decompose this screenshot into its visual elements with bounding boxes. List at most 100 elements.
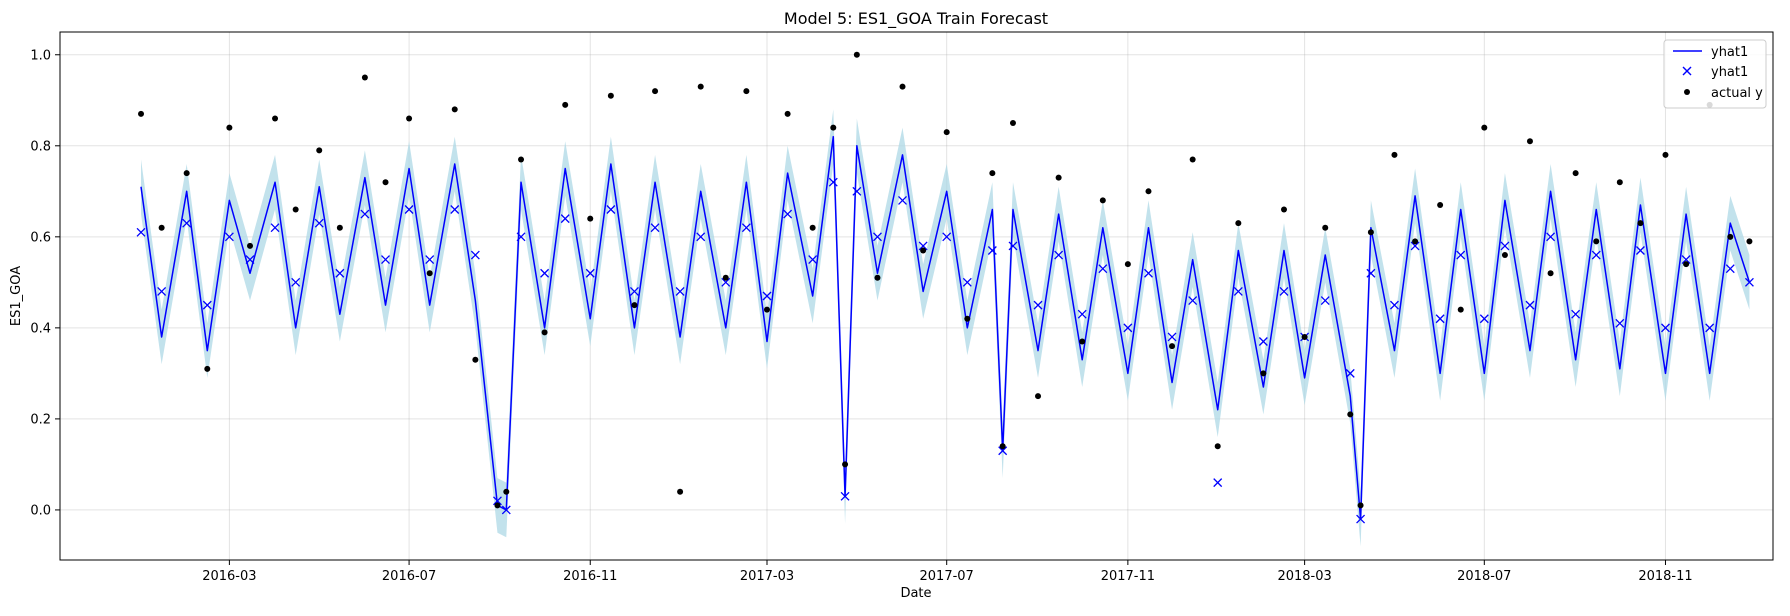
cross-stroke — [381, 255, 390, 265]
actual-point — [1124, 261, 1131, 268]
legend-label-yhat1-cross: yhat1 — [1711, 65, 1748, 80]
cross-stroke — [629, 286, 639, 296]
cross-stroke — [1033, 300, 1043, 310]
cross-stroke — [501, 505, 511, 515]
cross-stroke — [650, 223, 660, 233]
forecast-point — [675, 286, 685, 296]
legend-dot-swatch — [1684, 89, 1690, 95]
cross-stroke — [762, 291, 772, 301]
x-tick-label: 2017-03 — [740, 569, 794, 584]
y-tick-label: 0.2 — [30, 412, 51, 427]
forecast-point — [828, 177, 838, 187]
actual-point — [1547, 270, 1554, 277]
actual-point — [1391, 151, 1398, 158]
cross-stroke — [224, 232, 234, 242]
forecast-point — [1705, 323, 1715, 333]
actual-point — [1189, 156, 1196, 163]
cross-stroke — [1500, 241, 1510, 251]
legend-label-actual-y: actual y — [1711, 86, 1763, 101]
actual-point — [1347, 411, 1354, 418]
cross-stroke — [998, 446, 1008, 456]
forecast-point — [1456, 250, 1466, 260]
cross-stroke — [1123, 323, 1133, 333]
cross-stroke — [1213, 478, 1223, 488]
cross-stroke — [1546, 232, 1556, 242]
forecast-point — [1320, 296, 1330, 306]
actual-point — [1572, 170, 1579, 177]
actual-point — [406, 115, 413, 122]
forecast-point — [1479, 314, 1489, 324]
actual-point — [494, 502, 501, 509]
cross-stroke — [1320, 296, 1330, 306]
actual-point — [292, 206, 299, 213]
forecast-point — [1213, 478, 1223, 488]
actual-point — [1746, 238, 1753, 245]
forecast-point — [1615, 318, 1625, 328]
forecast-point — [585, 268, 595, 278]
actual-point — [722, 274, 729, 281]
cross-stroke — [1681, 255, 1691, 265]
legend-label-yhat1-line: yhat1 — [1711, 45, 1748, 60]
forecast-point — [898, 195, 907, 205]
actual-point — [1481, 124, 1488, 131]
forecast-point — [696, 232, 706, 242]
cross-stroke — [1008, 241, 1018, 251]
actual-point — [1727, 233, 1734, 240]
actual-point — [784, 110, 791, 117]
actual-point — [1145, 188, 1152, 195]
forecast-point — [1546, 232, 1556, 242]
forecast-point — [918, 241, 928, 251]
cross-stroke — [1615, 318, 1625, 328]
cross-stroke — [1356, 514, 1366, 524]
actual-point — [587, 215, 594, 222]
forecast-point — [721, 277, 731, 287]
cross-stroke — [1725, 264, 1735, 274]
forecast-point — [741, 223, 751, 233]
cross-stroke — [1077, 309, 1087, 319]
cross-stroke — [852, 186, 862, 196]
forecast-line-layer — [140, 135, 1751, 520]
cross-stroke — [1435, 314, 1445, 324]
actual-point — [336, 224, 343, 231]
actual-point — [631, 302, 638, 309]
cross-stroke — [585, 268, 595, 278]
x-tick-label: 2018-07 — [1457, 569, 1511, 584]
forecast-point — [840, 491, 850, 501]
cross-stroke — [291, 277, 301, 287]
x-tick-label: 2018-11 — [1638, 569, 1692, 584]
cross-stroke — [741, 223, 751, 233]
cross-stroke — [1366, 268, 1376, 278]
actual-point — [361, 74, 368, 81]
legend: yhat1 yhat1 actual y — [1663, 39, 1767, 109]
forecast-point — [998, 446, 1008, 456]
forecast-point — [1144, 268, 1153, 278]
actual-point — [1009, 120, 1016, 127]
cross-stroke — [1167, 332, 1177, 342]
actual-point — [763, 306, 770, 313]
cross-stroke — [314, 218, 324, 228]
actual-point — [138, 110, 145, 117]
actual-point — [1079, 338, 1086, 345]
cross-stroke — [840, 491, 850, 501]
forecast-point — [360, 209, 370, 219]
forecast-point — [1410, 241, 1420, 251]
plot-background — [60, 32, 1773, 560]
cross-stroke — [942, 232, 952, 242]
legend-cross-swatch — [1682, 66, 1692, 76]
cross-stroke — [962, 277, 972, 287]
actual-point — [183, 170, 190, 177]
forecast-point — [157, 286, 167, 296]
cross-stroke — [783, 209, 793, 219]
forecast-point — [629, 286, 639, 296]
cross-stroke — [1098, 264, 1108, 274]
forecast-point — [873, 232, 882, 242]
forecast-point — [1390, 300, 1399, 310]
cross-stroke — [404, 205, 414, 214]
cross-stroke — [1635, 246, 1645, 255]
forecast-point — [335, 268, 345, 278]
x-tick-label: 2017-07 — [920, 569, 974, 584]
forecast-point — [852, 186, 862, 196]
forecast-point — [1008, 241, 1018, 251]
forecast-point — [1661, 323, 1670, 333]
forecast-point — [650, 223, 660, 233]
